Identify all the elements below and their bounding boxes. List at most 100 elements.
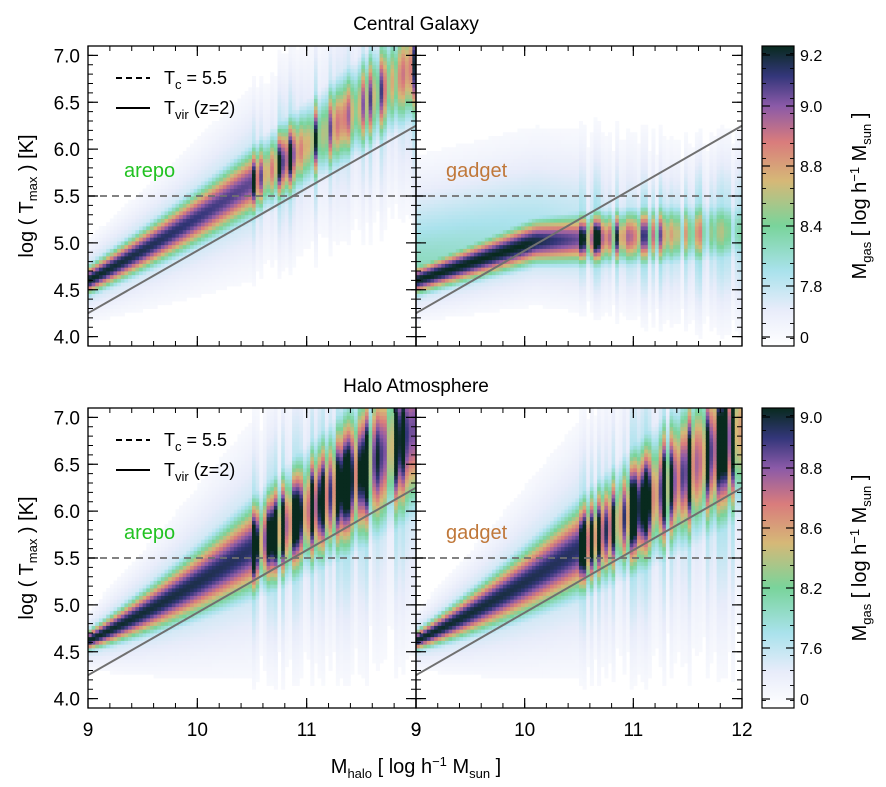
heatmap-cell <box>394 166 399 171</box>
heatmap-cell <box>484 297 489 302</box>
heatmap-cell <box>405 188 410 193</box>
heatmap-cell <box>142 229 147 234</box>
heatmap-cell <box>160 278 165 283</box>
heatmap-cell <box>292 91 297 96</box>
heatmap-cell <box>230 259 235 264</box>
heatmap-cell <box>124 263 129 268</box>
heatmap-cell <box>273 184 278 189</box>
heatmap-cell <box>222 113 227 118</box>
heatmap-cell <box>346 222 351 227</box>
heatmap-cell <box>423 211 428 216</box>
heatmap-cell <box>466 233 471 238</box>
heatmap-cell <box>219 181 224 186</box>
heatmap-cell <box>186 293 191 298</box>
heatmap-cell <box>149 237 154 242</box>
heatmap-cell <box>248 158 253 163</box>
heatmap-cell <box>317 181 322 186</box>
heatmap-cell <box>484 282 489 287</box>
heatmap-cell <box>160 199 165 204</box>
heatmap-cell <box>321 117 326 122</box>
heatmap-cell <box>310 207 315 212</box>
heatmap-cell <box>164 278 169 283</box>
heatmap-cell <box>190 203 195 208</box>
heatmap-cell <box>157 173 162 178</box>
heatmap-cell <box>95 244 100 249</box>
heatmap-cell <box>292 256 297 261</box>
heatmap-cell <box>441 214 446 219</box>
heatmap-cell <box>335 218 340 223</box>
heatmap-cell <box>470 256 475 261</box>
heatmap-cell <box>313 136 318 141</box>
heatmap-cell <box>484 267 489 272</box>
heatmap-cell <box>368 106 373 111</box>
heatmap-cell <box>473 271 478 276</box>
heatmap-cell <box>241 259 246 264</box>
heatmap-cell <box>484 274 489 279</box>
heatmap-cell <box>354 188 359 193</box>
heatmap-cell <box>354 192 359 197</box>
heatmap-cell <box>379 117 384 122</box>
heatmap-cell <box>452 154 457 159</box>
heatmap-cell <box>186 147 191 152</box>
heatmap-cell <box>444 237 449 242</box>
heatmap-cell <box>295 211 300 216</box>
heatmap-cell <box>492 196 497 201</box>
heatmap-cell <box>470 301 475 306</box>
heatmap-cell <box>208 271 213 276</box>
heatmap-cell <box>230 109 235 114</box>
heatmap-cell <box>473 218 478 223</box>
heatmap-cell <box>190 289 195 294</box>
heatmap-cell <box>299 222 304 227</box>
heatmap-cell <box>343 184 348 189</box>
heatmap-cell <box>186 256 191 261</box>
heatmap-cell <box>273 79 278 84</box>
heatmap-cell <box>193 222 198 227</box>
heatmap-cell <box>455 169 460 174</box>
heatmap-cell <box>204 256 209 261</box>
heatmap-cell <box>372 207 377 212</box>
heatmap-cell <box>426 237 431 242</box>
heatmap-cell <box>321 121 326 126</box>
heatmap-cell <box>488 184 493 189</box>
heatmap-cell <box>313 91 318 96</box>
heatmap-cell <box>328 158 333 163</box>
heatmap-cell <box>383 113 388 118</box>
heatmap-cell <box>171 162 176 167</box>
heatmap-cell <box>295 83 300 88</box>
heatmap-cell <box>262 128 267 133</box>
heatmap-cell <box>182 274 187 279</box>
heatmap-cell <box>244 169 249 174</box>
heatmap-cell <box>124 278 129 283</box>
heatmap-cell <box>419 259 424 264</box>
heatmap-cell <box>197 147 202 152</box>
heatmap-cell <box>463 293 468 298</box>
heatmap-cell <box>339 68 344 73</box>
heatmap-cell <box>444 233 449 238</box>
heatmap-cell <box>237 218 242 223</box>
heatmap-cell <box>248 211 253 216</box>
heatmap-cell <box>332 233 337 238</box>
heatmap-cell <box>91 267 96 272</box>
heatmap-cell <box>484 166 489 171</box>
heatmap-cell <box>299 177 304 182</box>
heatmap-cell <box>299 184 304 189</box>
heatmap-cell <box>259 274 264 279</box>
heatmap-cell <box>88 293 93 298</box>
heatmap-cell <box>339 87 344 92</box>
heatmap-cell <box>455 181 460 186</box>
heatmap-cell <box>459 207 464 212</box>
heatmap-cell <box>157 177 162 182</box>
heatmap-cell <box>109 293 114 298</box>
heatmap-cell <box>292 143 297 148</box>
heatmap-cell <box>310 229 315 234</box>
heatmap-cell <box>310 196 315 201</box>
heatmap-cell <box>237 158 242 163</box>
heatmap-cell <box>281 263 286 268</box>
heatmap-cell <box>488 259 493 264</box>
heatmap-cell <box>310 49 315 54</box>
heatmap-cell <box>386 166 391 171</box>
heatmap-cell <box>426 199 431 204</box>
heatmap-cell <box>343 143 348 148</box>
heatmap-cell <box>244 248 249 253</box>
heatmap-cell <box>372 151 377 156</box>
